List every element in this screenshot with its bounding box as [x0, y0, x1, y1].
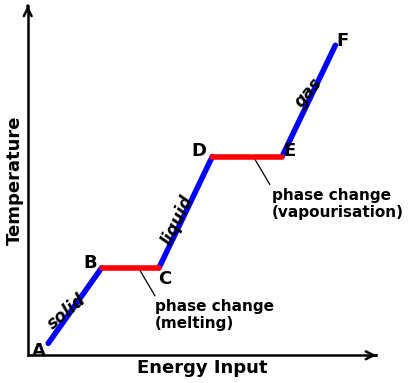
Text: A: A [32, 342, 46, 360]
Text: E: E [283, 142, 296, 160]
Text: gas: gas [291, 75, 326, 111]
Text: liquid: liquid [158, 192, 197, 248]
Text: solid: solid [44, 290, 90, 333]
Text: D: D [192, 142, 207, 160]
X-axis label: Energy Input: Energy Input [137, 359, 267, 377]
Text: F: F [337, 31, 349, 49]
Text: phase change
(melting): phase change (melting) [155, 299, 274, 331]
Y-axis label: Temperature: Temperature [5, 116, 23, 245]
Text: C: C [158, 270, 172, 288]
Text: phase change
(vapourisation): phase change (vapourisation) [272, 188, 404, 220]
Text: B: B [83, 254, 97, 272]
